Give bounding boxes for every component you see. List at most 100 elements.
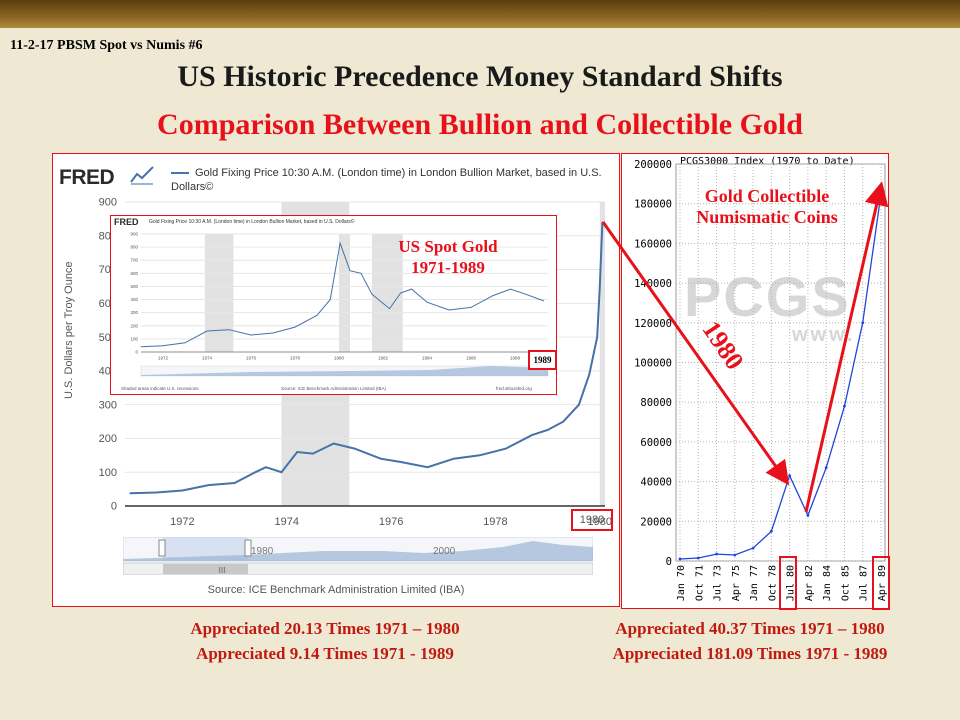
recession-band [204,234,234,352]
x-tick-label: 1980 [588,516,612,528]
data-point [478,454,481,457]
y-tick-label: 120000 [634,318,672,330]
highlight-box-1980: 1980 [571,509,613,531]
pcgs-watermark: PCGS [684,265,851,328]
data-point [588,373,591,376]
x-tick-label: Apr 89 [877,565,888,601]
data-point [254,471,257,474]
data-point [296,451,298,453]
y-tick-label: 500 [130,284,138,289]
x-tick-label: 1972 [158,356,169,361]
caption-right-2: Appreciated 181.09 Times 1971 - 1989 [612,644,888,663]
caption-right: Appreciated 40.37 Times 1971 – 1980 Appr… [545,616,955,666]
data-point [426,301,428,303]
pcgs-data-point [769,529,773,533]
data-point [448,309,450,311]
y-tick-label: 900 [99,197,117,209]
pcgs-data-point [696,556,700,560]
data-point [452,457,455,460]
data-point [531,434,533,436]
data-point [162,345,164,347]
data-point [184,342,186,344]
y-tick-label: 600 [130,271,138,276]
data-point [332,442,335,445]
inset-navigator-area [141,366,548,376]
data-point [129,492,132,494]
inset-footer-url: fred.stlouisfed.org [496,386,532,391]
slide-id: 11-2-17 PBSM Spot vs Numis #6 [10,38,203,53]
pcgs-chart: 0200004000060000800001000001200001400001… [634,159,888,601]
x-tick-label: Apr 82 [804,565,815,601]
inset-series-title: Gold Fixing Price 10:30 A.M. (London tim… [149,219,355,225]
grip-icon[interactable]: III [218,566,226,575]
data-point [294,326,296,328]
y-tick-label: 300 [99,399,117,411]
y-tick-label: 700 [130,258,138,263]
series-line [140,241,544,348]
x-tick-label: Oct 71 [694,565,705,601]
y-tick-label: 800 [130,245,138,250]
navigator-label-2000: 2000 [433,546,456,557]
x-tick-label: 1976 [379,516,403,528]
arrow-spot-to-1980 [601,221,790,486]
pcgs-data-point [824,466,828,470]
data-point [562,420,565,423]
x-tick-label: Oct 78 [767,565,778,601]
spot-gold-label-1: US Spot Gold [398,237,498,256]
y-tick-label: 160000 [634,238,672,250]
caption-left-1: Appreciated 20.13 Times 1971 – 1980 [190,619,460,638]
pcgs-series-line [679,193,882,560]
coins-label: Gold Collectible Numismatic Coins [672,186,862,228]
data-point [400,461,403,463]
x-tick-label: Jul 80 [786,565,797,601]
y-tick-label: 20000 [640,516,672,528]
x-tick-label: Apr 75 [731,565,742,601]
data-point [329,299,331,300]
pcgs-chart-title: PCGS3000 Index (1970 to Date) [680,156,855,167]
pcgs-data-point [843,404,846,408]
x-tick-label: Jul 87 [859,565,870,601]
data-point [265,466,267,468]
spot-gold-label: US Spot Gold 1971-1989 [368,236,528,278]
data-point [207,484,210,486]
y-tick-label: 100 [130,336,138,341]
fred-inset-panel: FRED Gold Fixing Price 10:30 A.M. (Londo… [110,215,557,395]
top-banner [0,0,960,28]
data-point [596,336,598,338]
y-tick-label: 40000 [640,477,672,489]
x-tick-label: 1978 [290,356,301,361]
inset-footer-left: Shaded areas indicate U.S. recessions [121,386,199,391]
data-point [379,457,382,460]
x-tick-label: Jul 73 [713,565,724,601]
y-tick-label: 0 [666,556,672,568]
y-tick-label: 200000 [634,159,672,171]
slide-subtitle: Comparison Between Bullion and Collectib… [157,108,803,141]
recession-band [599,202,605,506]
banner-wave [0,28,960,54]
data-point [339,242,341,244]
x-tick-label: Jan 70 [676,565,687,601]
data-point [598,285,601,288]
data-point [371,293,373,295]
data-point [353,447,356,450]
pcgs-data-point [751,546,755,550]
data-point [470,307,472,308]
inset-footer-source: Source: ICE Benchmark Administration Lim… [281,386,387,391]
y-tick-label: 400 [130,297,138,302]
y-tick-label: 200 [99,433,117,445]
data-point [280,471,283,474]
data-point [233,482,236,484]
fred-navigator[interactable] [123,537,593,575]
pcgs-data-point [678,557,682,561]
series-line [130,222,604,495]
data-point [228,329,230,331]
caption-right-1: Appreciated 40.37 Times 1971 – 1980 [615,619,885,638]
x-tick-label: 1980 [334,356,345,361]
data-point [543,300,544,302]
x-tick-label: 1988 [510,356,521,361]
data-point [250,334,252,336]
x-tick-label: 1978 [483,516,507,528]
inset-fred-logo: FRED [114,217,139,227]
fred-inset-chart: 0 100 200 300 400 500 600 700 800 900 1972 1974 1976… [130,232,549,377]
fred-series-title-text: Gold Fixing Price 10:30 A.M. (London tim… [171,167,602,193]
